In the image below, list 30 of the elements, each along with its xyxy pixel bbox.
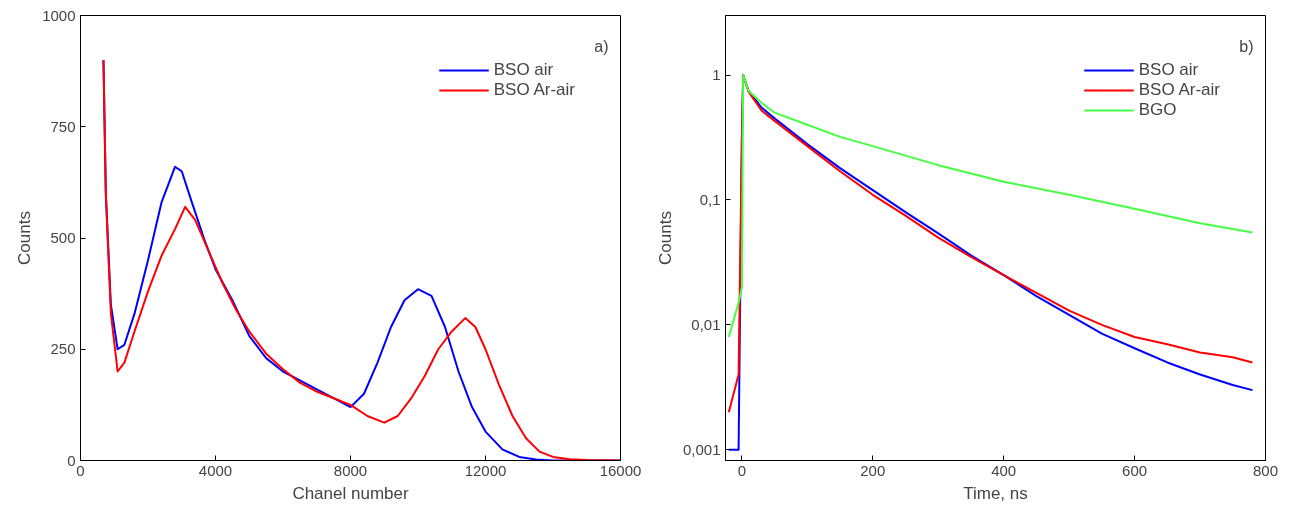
y-tick-label: 250: [50, 340, 76, 358]
x-tick-label: 16000: [599, 461, 642, 479]
legend-label: BSO air: [493, 60, 554, 80]
y-tick-label: 0,1: [699, 190, 721, 208]
y-tick-label: 0,001: [682, 440, 721, 458]
annotation: b): [1239, 37, 1254, 55]
legend-label: BSO Ar-air: [1138, 80, 1220, 100]
x-tick-label: 4000: [198, 461, 233, 479]
line-series: [727, 74, 1254, 338]
y-axis-title: Counts: [15, 211, 35, 265]
x-axis-title: Time, ns: [963, 483, 1028, 503]
x-tick-label: 600: [1122, 461, 1148, 479]
x-tick-label: 800: [1252, 461, 1279, 479]
x-tick-label: 0: [737, 461, 747, 479]
x-axis-title: Chanel number: [292, 483, 409, 503]
y-tick-label: 500: [50, 229, 76, 246]
annotation: a): [594, 37, 609, 55]
legend-label: BSO Ar-air: [493, 80, 575, 100]
x-tick-label: 8000: [333, 461, 368, 479]
x-tick-label: 12000: [464, 461, 507, 479]
legend-label: BGO: [1138, 100, 1177, 120]
y-tick-label: 1000: [42, 6, 76, 24]
legend-label: BSO air: [1138, 60, 1199, 80]
y-axis-title: Counts: [655, 211, 675, 265]
x-tick-label: 200: [860, 461, 886, 479]
y-tick-label: 0,01: [691, 315, 721, 333]
y-tick-label: 750: [50, 117, 76, 135]
line-series: [102, 59, 621, 461]
x-tick-label: 400: [991, 461, 1017, 479]
y-tick-label: 1: [712, 66, 721, 84]
